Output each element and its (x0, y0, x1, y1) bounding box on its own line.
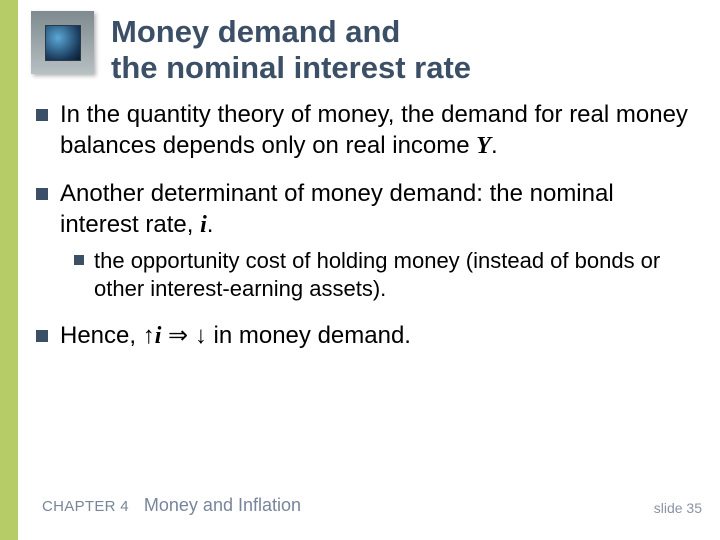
slide: Money demand and the nominal interest ra… (0, 0, 720, 540)
slide-footer: CHAPTER 4 Money and Inflation (42, 495, 301, 516)
text-post: . (207, 211, 214, 238)
bullet-text: In the quantity theory of money, the dem… (60, 100, 696, 161)
sub-bullet-item: the opportunity cost of holding money (i… (74, 247, 696, 303)
variable-i: i (200, 212, 207, 238)
bullet-text: Another determinant of money demand: the… (60, 179, 696, 240)
title-line-2: the nominal interest rate (111, 50, 471, 85)
implies-icon: ⇒ (161, 322, 194, 349)
variable-Y: Y (476, 133, 491, 159)
thumbnail-graphic (45, 25, 81, 61)
bullet-text: Hence, ↑i ⇒ ↓ in money demand. (60, 321, 411, 352)
hence-post: in money demand. (207, 322, 411, 349)
down-arrow-icon: ↓ (195, 322, 207, 349)
bullet-item: Hence, ↑i ⇒ ↓ in money demand. (36, 321, 696, 352)
bullet-square-icon (36, 188, 48, 200)
text-post: . (491, 132, 498, 159)
up-arrow-icon: ↑ (143, 322, 155, 349)
slide-body: In the quantity theory of money, the dem… (36, 100, 696, 370)
footer-chapter: CHAPTER 4 (42, 498, 129, 515)
slide-title: Money demand and the nominal interest ra… (111, 14, 691, 85)
footer-title: Money and Inflation (144, 495, 301, 515)
bullet-item: In the quantity theory of money, the dem… (36, 100, 696, 161)
text-pre: In the quantity theory of money, the dem… (60, 101, 688, 159)
sub-bullet-text: the opportunity cost of holding money (i… (94, 247, 696, 303)
left-accent-bar (0, 0, 18, 540)
title-line-1: Money demand and (111, 14, 400, 49)
bullet-item: Another determinant of money demand: the… (36, 179, 696, 240)
slide-number: slide 35 (654, 500, 702, 516)
hence-pre: Hence, (60, 322, 143, 349)
sub-bullet-square-icon (74, 255, 84, 265)
slide-thumbnail (31, 11, 94, 74)
text-pre: Another determinant of money demand: the… (60, 180, 614, 238)
bullet-square-icon (36, 330, 48, 342)
bullet-square-icon (36, 109, 48, 121)
